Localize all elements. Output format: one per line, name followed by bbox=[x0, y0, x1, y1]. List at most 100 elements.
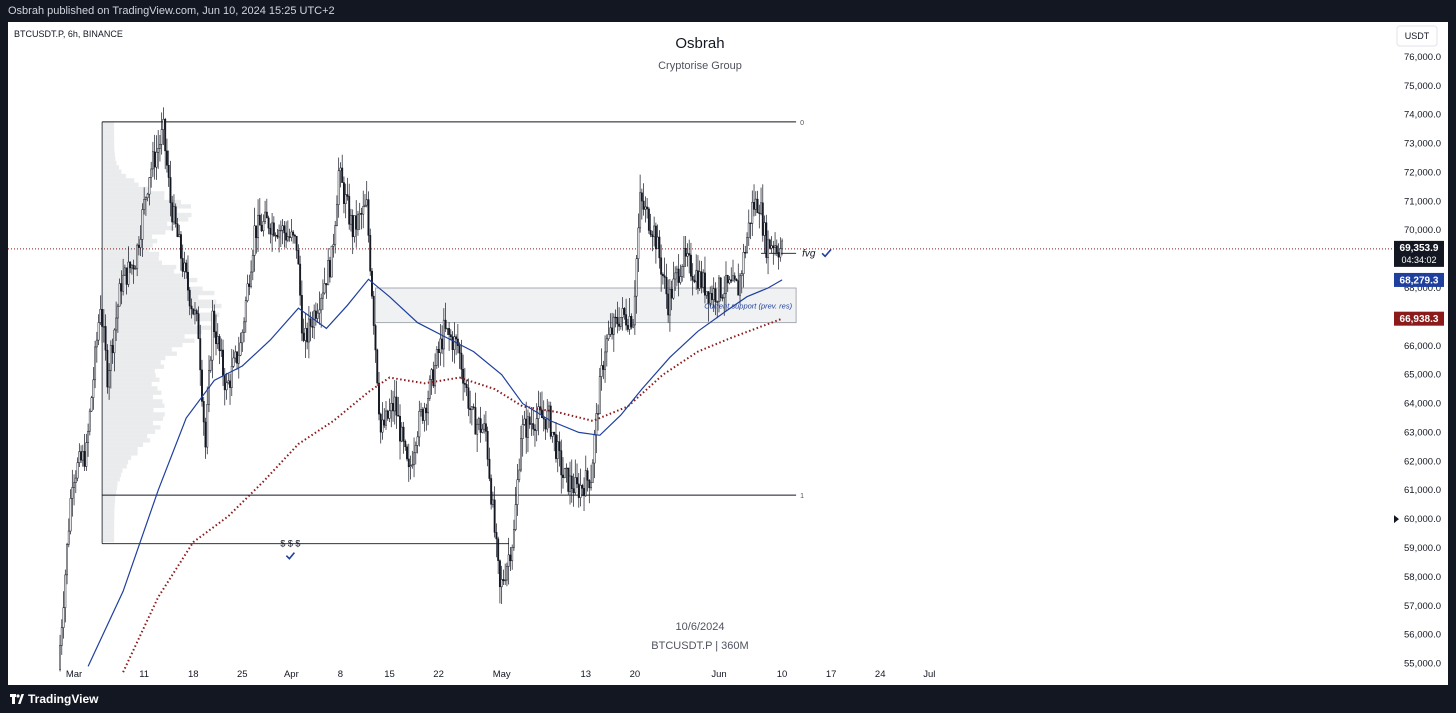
candle-body bbox=[684, 248, 687, 257]
candle-body bbox=[534, 428, 536, 431]
candle-body bbox=[598, 376, 601, 415]
candle-body bbox=[551, 431, 554, 437]
candle-body bbox=[781, 240, 784, 250]
candle-body bbox=[484, 423, 487, 432]
candle-body bbox=[204, 421, 207, 448]
currency-label[interactable]: USDT bbox=[1405, 31, 1430, 41]
candle-body bbox=[327, 260, 330, 286]
volume-profile-bar bbox=[102, 520, 115, 525]
candle-body bbox=[516, 479, 519, 505]
candle-body bbox=[709, 293, 712, 304]
price-axis[interactable]: 55,000.0 56,000.0 57,000.0 58,000.0 59,000.0… bbox=[1404, 52, 1441, 670]
volume-profile-bar bbox=[102, 303, 222, 309]
candle-body bbox=[723, 293, 726, 299]
chart-title: Osbrah bbox=[675, 35, 724, 52]
candle-body bbox=[299, 263, 302, 296]
volume-profile-bar bbox=[102, 221, 168, 226]
candle-body bbox=[362, 206, 365, 215]
volume-profile-bar bbox=[102, 165, 120, 170]
candle-body bbox=[642, 200, 645, 210]
candle-body bbox=[505, 566, 508, 581]
candle-body bbox=[446, 328, 449, 330]
price-chart[interactable]: 0 1 $ $ $ fvg Current support (prev. res) BT… bbox=[8, 22, 1448, 685]
candle-body bbox=[660, 257, 663, 275]
candle-body bbox=[374, 325, 377, 351]
candle-body bbox=[458, 345, 461, 354]
candle-body bbox=[397, 415, 400, 417]
candle-body bbox=[679, 276, 682, 283]
candle-body bbox=[167, 164, 170, 178]
candle-body bbox=[130, 264, 133, 269]
candle-body bbox=[677, 268, 680, 283]
volume-profile-bar bbox=[102, 524, 115, 530]
candle-body bbox=[342, 182, 345, 204]
candle-body bbox=[178, 234, 181, 237]
candle-body bbox=[109, 345, 112, 371]
candle-body bbox=[691, 275, 694, 281]
candle-body bbox=[569, 475, 571, 492]
volume-profile-bar bbox=[102, 438, 151, 443]
candle-body bbox=[441, 338, 444, 350]
candle-body bbox=[467, 387, 470, 409]
candle-body bbox=[420, 409, 423, 412]
candle-body bbox=[562, 474, 564, 478]
volume-profile-bar bbox=[102, 390, 162, 395]
price-tick-label: 60,000.0 bbox=[1404, 514, 1441, 525]
candle-body bbox=[618, 323, 621, 327]
candle-body bbox=[479, 418, 482, 433]
candle-body bbox=[80, 451, 83, 461]
volume-profile-bar bbox=[102, 355, 166, 361]
candle-body bbox=[595, 413, 598, 436]
candle-body bbox=[381, 419, 384, 433]
candle-body bbox=[519, 438, 522, 471]
footer-bar: TradingView bbox=[0, 685, 1456, 713]
candle-body bbox=[85, 442, 88, 467]
candle-body bbox=[306, 327, 309, 343]
candle-body bbox=[602, 365, 605, 370]
candle-body bbox=[206, 404, 209, 448]
candle-body bbox=[628, 316, 631, 330]
time-tick-label: 20 bbox=[630, 669, 641, 680]
candle-body bbox=[323, 283, 326, 294]
candle-body bbox=[87, 430, 90, 443]
volume-profile-bar bbox=[102, 121, 115, 127]
candle-body bbox=[358, 213, 361, 216]
candle-body bbox=[612, 316, 615, 335]
candle-body bbox=[272, 222, 275, 236]
candle-body bbox=[707, 291, 710, 304]
volume-profile-bar bbox=[102, 134, 115, 140]
candle-body bbox=[183, 262, 186, 272]
volume-profile-bar bbox=[102, 143, 115, 148]
candle-body bbox=[346, 194, 349, 197]
volume-profile-bar bbox=[102, 464, 127, 469]
candle-body bbox=[500, 579, 503, 588]
candle-body bbox=[104, 326, 107, 351]
volume-profile-bar bbox=[102, 256, 159, 261]
time-tick-label: Mar bbox=[66, 669, 82, 680]
candle-body bbox=[218, 336, 221, 352]
candle-body bbox=[367, 199, 370, 236]
candle-body bbox=[153, 151, 156, 168]
candle-body bbox=[761, 202, 764, 236]
candle-body bbox=[269, 227, 272, 235]
candle-body bbox=[236, 351, 238, 364]
candle-body bbox=[355, 215, 358, 230]
candle-body bbox=[300, 295, 303, 334]
currency-button[interactable]: USDT bbox=[1396, 25, 1438, 47]
volume-profile-bar bbox=[102, 429, 156, 434]
candle-body bbox=[544, 418, 547, 430]
candle-body bbox=[337, 170, 340, 205]
candle-body bbox=[176, 223, 179, 237]
candle-body bbox=[635, 258, 638, 297]
candle-body bbox=[525, 418, 528, 438]
candle-body bbox=[779, 248, 782, 258]
time-axis[interactable]: Mar 11 18 25 Apr 8 15 22 May 13 20 Jun 10 17 24 Jul bbox=[66, 669, 935, 680]
volume-profile-bar bbox=[102, 455, 132, 460]
candle-body bbox=[756, 198, 759, 214]
candle-body bbox=[619, 317, 622, 327]
candle-body bbox=[498, 560, 501, 588]
candle-body bbox=[334, 225, 337, 245]
volume-profile-bar bbox=[102, 230, 166, 235]
candle-body bbox=[392, 403, 394, 412]
candle-body bbox=[335, 204, 338, 226]
